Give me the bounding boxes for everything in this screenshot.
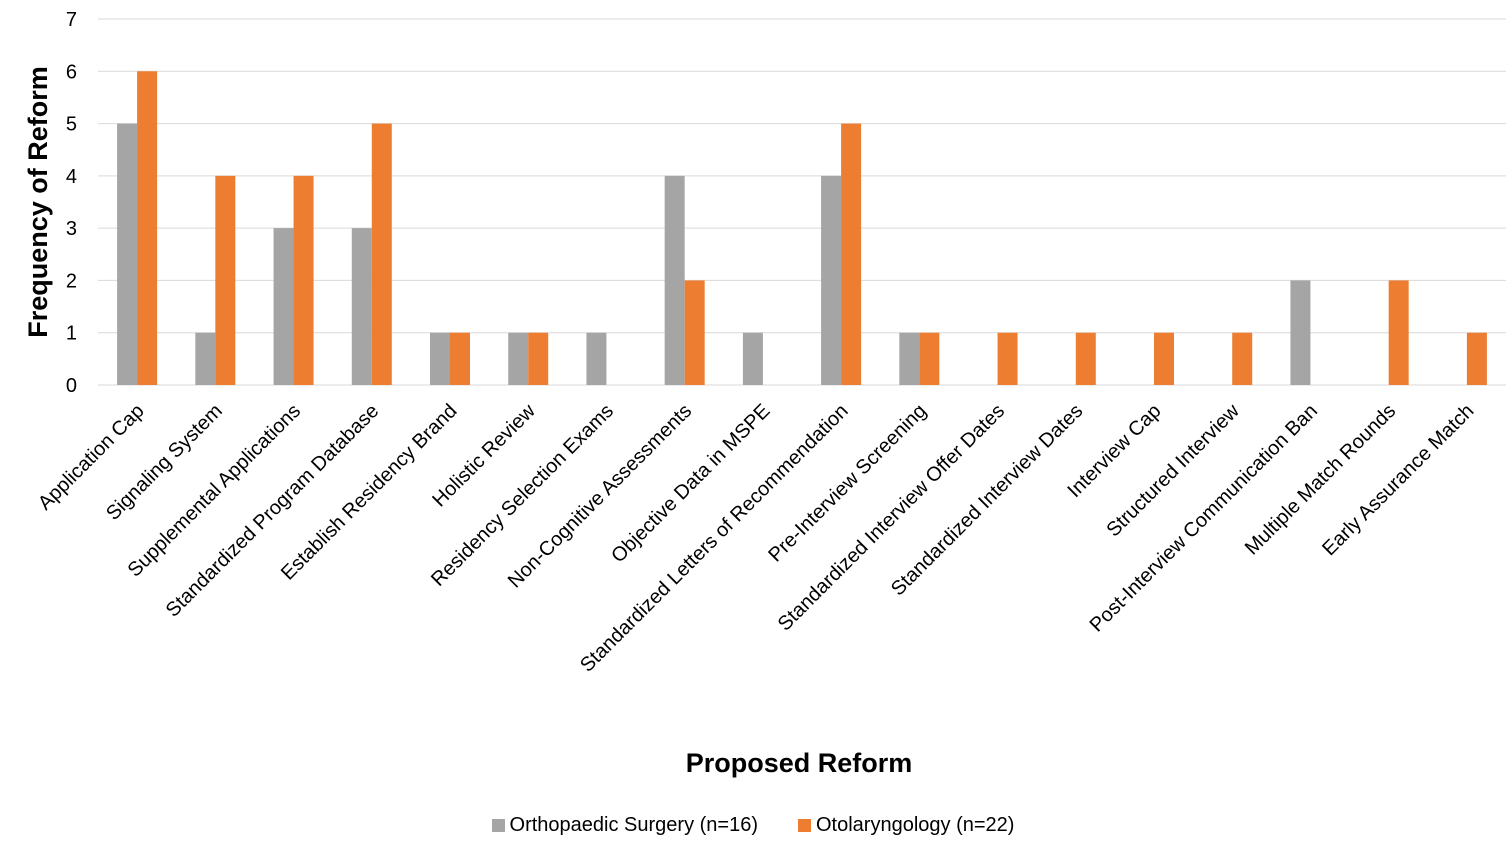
x-tick-label: Objective Data in MSPE — [607, 400, 774, 567]
bar-otolaryngology-10 — [919, 332, 940, 385]
bars — [117, 71, 1487, 386]
bar-otolaryngology-4 — [450, 332, 470, 385]
x-tick-label: Pre-Interview Screening — [764, 400, 930, 566]
bar-orthopaedic-4 — [430, 332, 450, 385]
bar-otolaryngology-16 — [1388, 280, 1409, 385]
bar-orthopaedic-3 — [351, 228, 372, 385]
bar-otolaryngology-17 — [1466, 332, 1487, 385]
bar-otolaryngology-12 — [1075, 332, 1096, 385]
bar-orthopaedic-15 — [1290, 280, 1311, 385]
bar-orthopaedic-1 — [195, 332, 216, 385]
bar-otolaryngology-0 — [137, 71, 158, 386]
gridlines — [98, 18, 1506, 386]
y-tick-label: 6 — [66, 61, 77, 83]
legend-swatch-orthopaedic — [491, 819, 505, 832]
x-tick-label: Standardized Letters of Recommendation — [576, 400, 853, 677]
legend-label-orthopaedic: Orthopaedic Surgery (n=16) — [509, 814, 758, 836]
x-tick-label: Multiple Match Rounds — [1241, 400, 1400, 559]
y-tick-label: 7 — [66, 9, 77, 31]
x-tick-label: Early Assurance Match — [1318, 400, 1478, 560]
bar-orthopaedic-7 — [664, 175, 685, 385]
bar-orthopaedic-10 — [899, 332, 920, 385]
y-tick-label: 5 — [66, 114, 77, 136]
bar-orthopaedic-2 — [273, 228, 294, 385]
bar-orthopaedic-5 — [508, 332, 529, 385]
legend-item-orthopaedic: Orthopaedic Surgery (n=16) — [491, 814, 758, 837]
bar-orthopaedic-6 — [586, 332, 607, 385]
bar-otolaryngology-9 — [841, 123, 862, 386]
y-tick-label: 1 — [66, 323, 77, 345]
bar-otolaryngology-1 — [215, 175, 236, 385]
legend: Orthopaedic Surgery (n=16) Otolaryngolog… — [0, 814, 1506, 837]
bar-orthopaedic-9 — [821, 175, 842, 385]
x-tick-label: Structured Interview — [1102, 400, 1244, 542]
bar-otolaryngology-13 — [1154, 332, 1174, 385]
y-tick-label: 4 — [66, 166, 77, 188]
x-axis-title: Proposed Reform — [686, 748, 913, 778]
bar-orthopaedic-8 — [742, 332, 763, 385]
bar-otolaryngology-14 — [1232, 332, 1253, 385]
y-tick-labels: 0 1 2 3 4 5 6 7 — [66, 9, 77, 397]
bar-otolaryngology-5 — [528, 332, 549, 385]
legend-label-otolaryngology: Otolaryngology (n=22) — [816, 814, 1015, 836]
y-tick-label: 3 — [66, 218, 77, 240]
legend-swatch-otolaryngology — [798, 819, 811, 832]
bar-otolaryngology-11 — [997, 332, 1018, 385]
bar-orthopaedic-0 — [117, 123, 138, 386]
bar-otolaryngology-7 — [684, 280, 705, 385]
y-axis-title: Frequency of Reform — [23, 66, 53, 338]
bar-otolaryngology-2 — [293, 175, 314, 385]
y-tick-label: 0 — [66, 375, 77, 397]
legend-item-otolaryngology: Otolaryngology (n=22) — [798, 814, 1014, 837]
bar-otolaryngology-3 — [371, 123, 392, 386]
y-tick-label: 2 — [66, 270, 77, 292]
